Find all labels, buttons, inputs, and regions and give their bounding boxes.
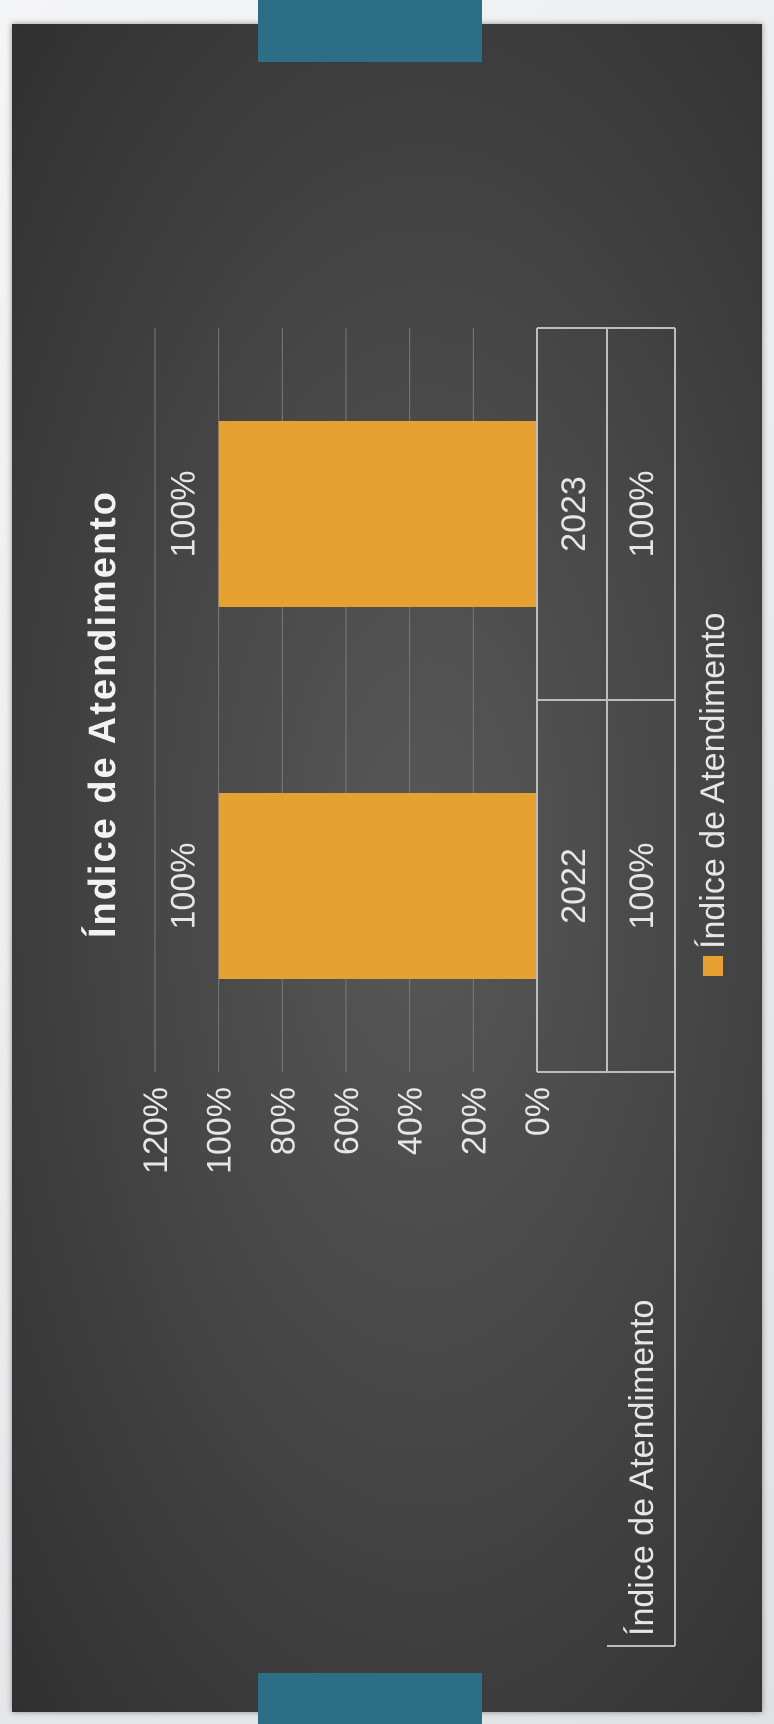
bars (218, 421, 538, 979)
bottom-accent-tab (258, 1673, 482, 1724)
table-row-label: Índice de Atendimento (623, 1300, 661, 1636)
y-tick-label: 80% (264, 1087, 302, 1155)
bar (218, 421, 538, 607)
data-label: 100% (165, 843, 203, 930)
y-tick-label: 20% (455, 1087, 493, 1155)
bar (218, 793, 538, 979)
y-tick-label: 100% (201, 1087, 239, 1174)
data-label: 100% (165, 471, 203, 558)
y-tick-label: 0% (519, 1087, 557, 1136)
table-value: 100% (623, 471, 661, 558)
y-axis-ticks: 0% 20% 40% 60% 80% 100% 120% (137, 1087, 557, 1174)
data-labels: 100% 100% (165, 471, 203, 930)
top-accent-tab (258, 0, 482, 62)
legend-swatch (703, 956, 723, 976)
y-tick-label: 40% (392, 1087, 430, 1155)
table-value: 100% (623, 843, 661, 930)
chart-title: Índice de Atendimento (80, 490, 124, 938)
legend-label: Índice de Atendimento (694, 613, 732, 949)
legend: Índice de Atendimento (694, 613, 732, 976)
x-category-label: 2022 (555, 848, 593, 924)
y-tick-label: 120% (137, 1087, 175, 1174)
y-tick-label: 60% (328, 1087, 366, 1155)
x-category-label: 2023 (555, 476, 593, 552)
data-table: 2022 2023 Índice de Atendimento 100% 100% (536, 327, 676, 1647)
